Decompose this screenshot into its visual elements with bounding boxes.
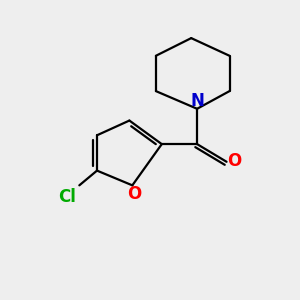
Text: N: N: [190, 92, 204, 110]
Text: O: O: [127, 184, 141, 202]
Text: O: O: [227, 152, 241, 170]
Text: Cl: Cl: [58, 188, 76, 206]
